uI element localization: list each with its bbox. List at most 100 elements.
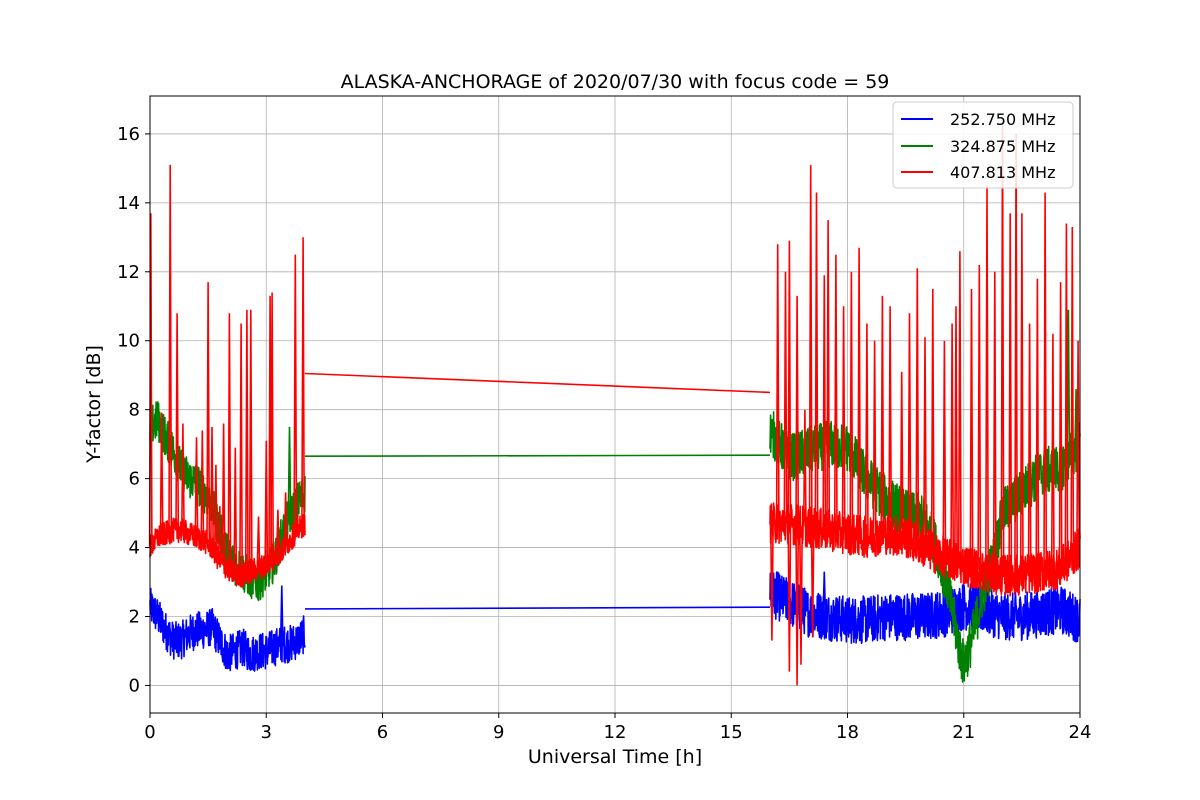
series-spike (985, 185, 989, 573)
series-spike (283, 492, 288, 546)
series-spike (256, 516, 261, 569)
x-tick-label: 6 (377, 722, 388, 743)
series-spike (770, 523, 774, 641)
series-spike (992, 271, 997, 574)
series-spike (181, 423, 185, 532)
series-spike (244, 309, 249, 574)
series-spike (227, 313, 232, 571)
x-tick-label: 21 (952, 722, 975, 743)
x-axis-label: Universal Time [h] (528, 746, 702, 768)
x-tick-label: 15 (720, 722, 743, 743)
series-spike (159, 413, 164, 536)
series-spike (950, 323, 955, 561)
series-spike (206, 282, 211, 545)
series-spike (841, 306, 846, 534)
y-tick-label: 12 (117, 262, 140, 283)
series-spike (907, 313, 912, 540)
series-line-segment (769, 571, 1081, 645)
series-spike (210, 426, 214, 548)
y-axis-label: Y-factor [dB] (83, 345, 105, 464)
legend: 252.750 MHz 324.875 MHz 407.813 MHz (892, 101, 1074, 189)
series-spike (239, 323, 243, 576)
series-spike (822, 571, 827, 616)
series-spike (1058, 282, 1063, 569)
series-spike (1064, 223, 1069, 563)
y-tick-label: 10 (117, 331, 140, 352)
series-spike (194, 437, 199, 538)
series-spike (200, 430, 205, 540)
series-spike (270, 292, 274, 560)
legend-label-324: 324.875 MHz (950, 137, 1055, 156)
series-252.750 (149, 571, 1081, 672)
series-spike (942, 340, 947, 558)
series-spike (899, 371, 904, 537)
legend-label-407: 407.813 MHz (950, 163, 1055, 182)
y-tick-label: 2 (129, 606, 140, 627)
series-spike (957, 251, 962, 564)
series-spike (175, 313, 180, 531)
series-spike (977, 264, 982, 571)
series-spike (954, 306, 958, 563)
series-spike (888, 306, 893, 535)
series-spike (293, 254, 298, 533)
y-tick-label: 16 (117, 124, 140, 145)
series-spike (802, 409, 807, 527)
series-spike (1050, 333, 1055, 570)
series-spike (826, 220, 831, 531)
series-spike (275, 509, 280, 555)
legend-entry-324: 324.875 MHz (901, 137, 1055, 156)
series-spike (795, 295, 800, 525)
series-spike (930, 288, 935, 552)
series-spike (248, 309, 253, 572)
series-spike (787, 240, 792, 524)
y-tick-label: 4 (129, 538, 140, 559)
legend-label-252: 252.750 MHz (950, 110, 1055, 129)
series-spike (1027, 323, 1032, 574)
series-spike (787, 523, 792, 672)
series-spike (808, 164, 813, 528)
series-spike (1070, 226, 1075, 556)
x-tick-label: 3 (261, 722, 272, 743)
series-spike (849, 271, 854, 535)
y-tick-label: 0 (129, 675, 140, 696)
series-spike (264, 440, 269, 565)
series-line-segment (304, 372, 771, 394)
series-spike (1043, 192, 1048, 572)
series-spike (799, 525, 803, 665)
series-spike (857, 247, 862, 536)
x-tick-label: 24 (1069, 722, 1092, 743)
series-spike (775, 244, 780, 524)
series-spike (822, 275, 827, 530)
series-spike (1008, 213, 1013, 576)
x-tick-label: 18 (836, 722, 859, 743)
series-spike (233, 447, 238, 576)
series-spike (775, 571, 780, 597)
series-spike (301, 237, 305, 526)
legend-box (892, 101, 1074, 189)
chart-title: ALASKA-ANCHORAGE of 2020/07/30 with focu… (341, 71, 890, 93)
series-407.813 (148, 123, 1081, 686)
series-spike (810, 527, 815, 638)
series-spike (1076, 340, 1080, 550)
series-spike (833, 254, 838, 532)
series-spike (1019, 213, 1024, 576)
series-spike (795, 524, 800, 686)
x-tick-label: 9 (493, 722, 504, 743)
x-tick-label: 0 (144, 722, 155, 743)
series-spike (213, 464, 218, 555)
series-spike (872, 340, 877, 536)
series-spike (814, 192, 819, 529)
series-spike (168, 164, 173, 532)
series-spike (923, 337, 927, 548)
series-line-segment (149, 587, 306, 672)
series-spike (969, 288, 974, 568)
series-spike (279, 585, 284, 645)
series-spike (221, 423, 226, 565)
series-spike (217, 506, 222, 562)
series-spike (864, 323, 869, 538)
series-spike (287, 426, 292, 517)
series-spike (880, 295, 885, 535)
series-spike (1035, 278, 1040, 573)
